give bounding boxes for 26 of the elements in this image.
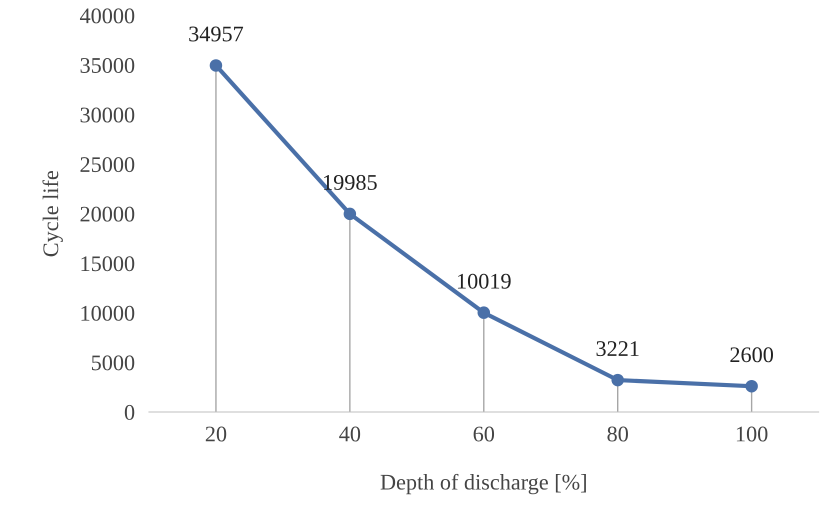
point [611, 374, 624, 386]
y-tick-label: 20000 [80, 206, 134, 222]
y-tick-label: 30000 [80, 108, 134, 123]
x-tick-label: 40 [339, 426, 360, 442]
x-tick-label: 60 [474, 426, 494, 442]
data-label: 2600 [730, 347, 773, 362]
y-tick-label: 25000 [80, 157, 134, 172]
x-axis-title: Depth of discharge [%] [380, 474, 586, 494]
point [478, 306, 490, 319]
y-tick-label: 0 [124, 404, 134, 420]
point [745, 380, 758, 392]
data-label: 3221 [596, 341, 639, 356]
data-label: 10019 [458, 274, 511, 289]
x-tick-label: 80 [607, 426, 628, 442]
data-label: 34957 [189, 26, 244, 42]
x-tick-label: 100 [736, 426, 768, 442]
point [210, 59, 222, 72]
data-label: 19985 [324, 174, 377, 190]
y-tick-label: 5000 [92, 355, 134, 370]
y-tick-label: 10000 [81, 306, 134, 321]
y-tick-label: 40000 [80, 8, 134, 24]
x-tick-label: 20 [206, 426, 226, 442]
point [344, 208, 356, 220]
y-tick-label: 35000 [80, 58, 134, 73]
y-tick-label: 15000 [81, 256, 134, 272]
y-axis-title: Cycle life [42, 170, 63, 256]
